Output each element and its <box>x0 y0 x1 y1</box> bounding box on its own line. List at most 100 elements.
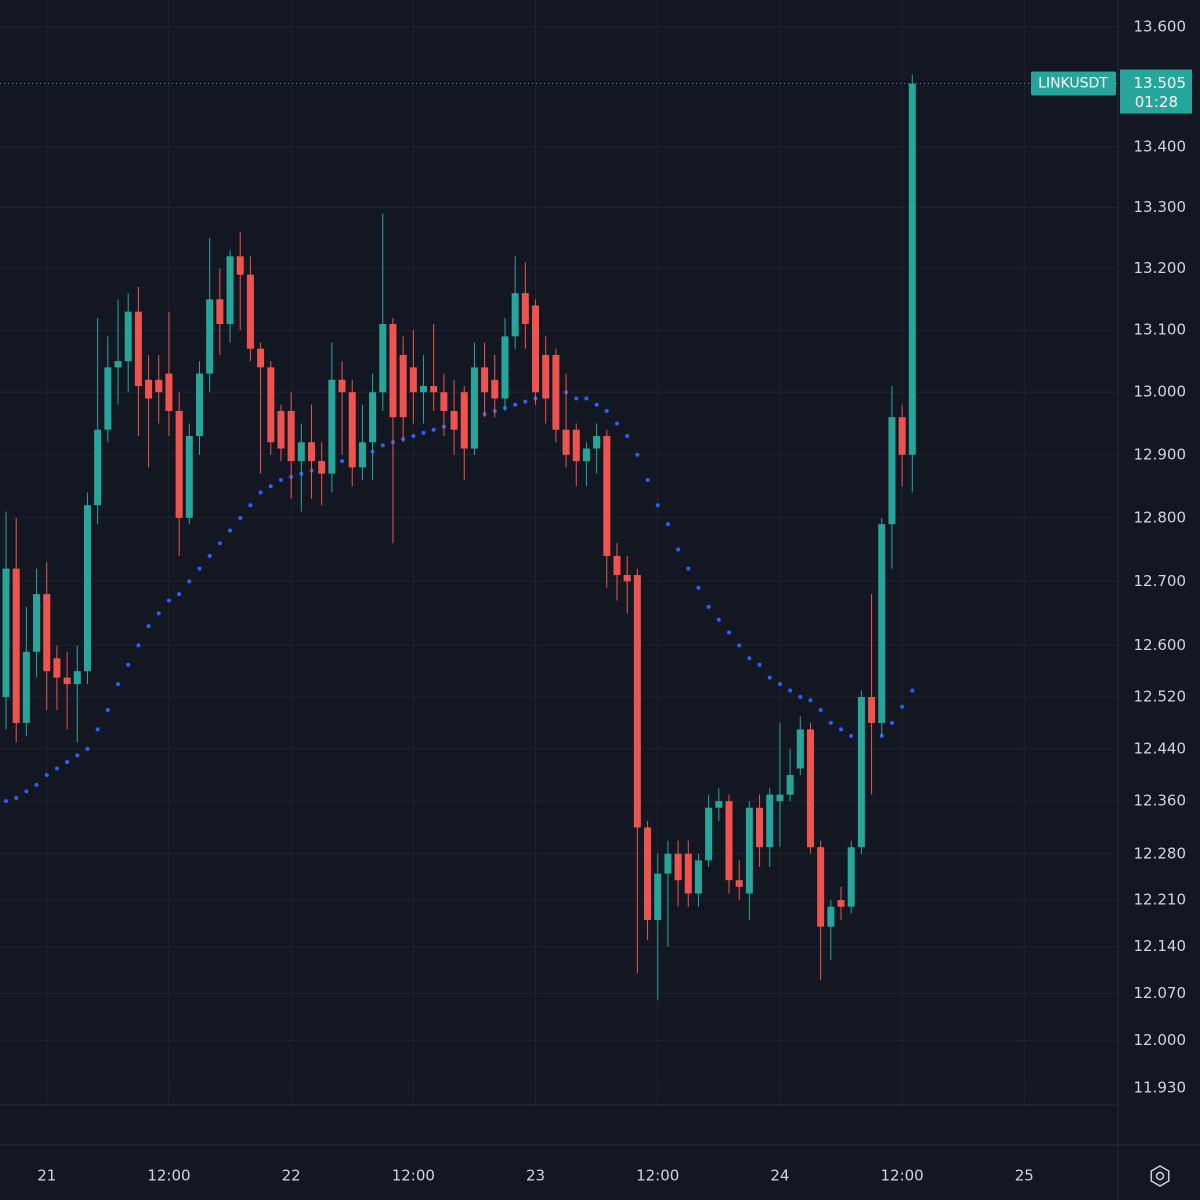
sar-dot <box>574 396 579 401</box>
symbol-label: LINKUSDT <box>1038 76 1108 92</box>
y-tick-label: 11.930 <box>1134 1079 1187 1097</box>
y-tick-label: 12.900 <box>1134 445 1187 463</box>
sar-dot <box>523 399 528 404</box>
candle-body <box>593 435 601 449</box>
candle-body <box>277 410 285 449</box>
sar-dot <box>594 402 599 407</box>
sar-dot <box>584 396 589 401</box>
y-tick-label: 12.280 <box>1134 844 1187 862</box>
candle-body <box>73 671 81 685</box>
candle-body <box>420 386 428 393</box>
sar-dot <box>380 443 385 448</box>
sar-dot <box>676 547 681 552</box>
sar-dot <box>207 553 212 558</box>
settings-icon <box>1150 1165 1170 1187</box>
sar-dot <box>54 766 59 771</box>
candle-body <box>22 651 30 723</box>
y-tick-label: 13.400 <box>1134 137 1187 155</box>
sar-dot <box>228 528 233 533</box>
y-tick-label: 12.700 <box>1134 572 1187 590</box>
sar-dot <box>34 782 39 787</box>
candle-body <box>827 906 835 927</box>
candle-body <box>236 256 244 275</box>
candle-body <box>481 367 489 393</box>
sar-dot <box>116 682 121 687</box>
candle-body <box>165 373 173 411</box>
candle-body <box>857 696 865 848</box>
x-tick-label: 21 <box>37 1167 56 1185</box>
candle-body <box>878 524 886 723</box>
sar-dot <box>258 490 263 495</box>
countdown-label: 01:28 <box>1135 93 1178 111</box>
candle-body <box>582 448 590 462</box>
candle-body <box>745 807 753 894</box>
candle-body <box>389 323 397 418</box>
sar-dot <box>737 643 742 648</box>
candle-body <box>562 429 570 455</box>
sar-dot <box>839 727 844 732</box>
y-tick-label: 12.000 <box>1134 1031 1187 1049</box>
candle-body <box>450 410 458 430</box>
sar-dot <box>421 430 426 435</box>
sar-dot <box>238 515 243 520</box>
sar-dot <box>65 759 70 764</box>
sar-dot <box>197 566 202 571</box>
candle-body <box>328 379 336 474</box>
sar-dot <box>696 585 701 590</box>
sar-dot <box>278 477 283 482</box>
candle-body <box>267 367 275 443</box>
candle-body <box>694 860 702 894</box>
sar-dot <box>808 698 813 703</box>
sar-dot <box>767 675 772 680</box>
candle-body <box>542 354 550 399</box>
sar-dot <box>604 408 609 413</box>
x-tick-label: 23 <box>526 1167 545 1185</box>
candle-body <box>613 555 621 575</box>
candle-body <box>725 801 733 881</box>
sar-dot <box>889 720 894 725</box>
candle-body <box>369 392 377 443</box>
x-tick-label: 22 <box>282 1167 301 1185</box>
y-tick-label: 13.300 <box>1134 198 1187 216</box>
y-tick-label: 13.200 <box>1134 259 1187 277</box>
candle-body <box>908 83 916 455</box>
candle-body <box>766 794 774 848</box>
candle-body <box>898 417 906 455</box>
y-tick-label: 13.000 <box>1134 383 1187 401</box>
candle-body <box>532 305 540 393</box>
price-tag <box>1120 69 1192 114</box>
candle-body <box>145 379 153 399</box>
candle-body <box>552 354 560 430</box>
y-tick-label: 12.440 <box>1134 739 1187 757</box>
candle-body <box>114 361 122 368</box>
candle-body <box>287 410 295 462</box>
sar-dot <box>248 503 253 508</box>
sar-dot <box>777 682 782 687</box>
sar-dot <box>44 773 49 778</box>
sar-dot <box>166 598 171 603</box>
candle-body <box>63 677 71 685</box>
candle-body <box>623 574 631 582</box>
settings-button[interactable] <box>1150 1165 1170 1187</box>
settings-icon-dot <box>1155 1171 1165 1181</box>
sar-dot <box>136 643 141 648</box>
sar-dot <box>4 799 9 804</box>
sar-dot <box>645 477 650 482</box>
candle-body <box>705 807 713 861</box>
candle-body <box>511 293 519 337</box>
candle-body <box>379 323 387 393</box>
candle-body <box>155 379 163 393</box>
candle-body <box>664 853 672 874</box>
sar-dot <box>95 727 100 732</box>
plot <box>0 74 1118 1001</box>
candle-body <box>43 594 51 672</box>
sar-dot <box>431 427 436 432</box>
y-tick-label: 13.600 <box>1134 17 1187 35</box>
candle-body <box>684 853 692 894</box>
candle-body <box>358 442 366 468</box>
sar-dot <box>706 604 711 609</box>
y-tick-label: 12.070 <box>1134 984 1187 1002</box>
sar-dot <box>910 688 915 693</box>
